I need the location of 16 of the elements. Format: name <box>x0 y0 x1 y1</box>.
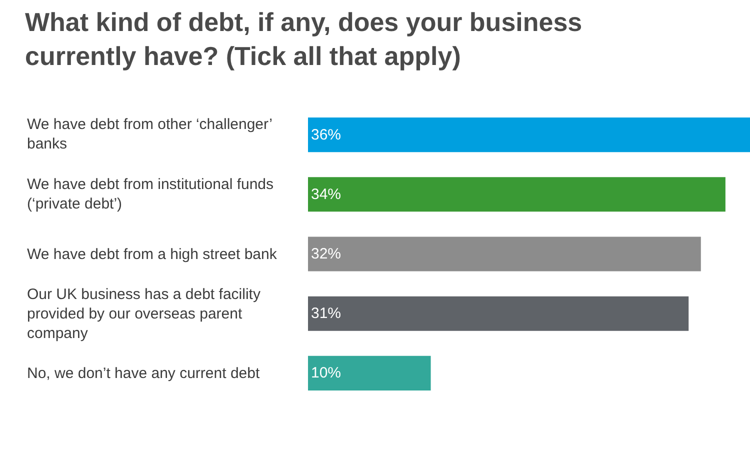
data-label: 32% <box>311 246 342 262</box>
data-label: 10% <box>311 364 342 382</box>
y-tick-label: No, we don’t have any current debt <box>27 365 260 382</box>
bar <box>308 296 689 331</box>
data-label: 36% <box>311 126 342 144</box>
bar <box>308 118 750 152</box>
y-tick-label: We have debt from institutional funds (‘private debt’) <box>27 176 274 212</box>
y-tick-label: We have debt from other ‘challenger’ banks <box>27 116 272 152</box>
y-tick-label: We have debt from a high street bank <box>27 246 278 263</box>
bar <box>308 236 701 272</box>
data-label: 31% <box>311 305 342 322</box>
chart-title: What kind of debt, if any, does your business currently have? (Tick all that apply) <box>25 7 582 71</box>
bar <box>308 356 431 390</box>
y-tick-label: Our UK business has a debt facility provided by our overseas parent company <box>27 286 261 342</box>
data-label: 34% <box>311 186 342 203</box>
bar <box>308 177 726 212</box>
